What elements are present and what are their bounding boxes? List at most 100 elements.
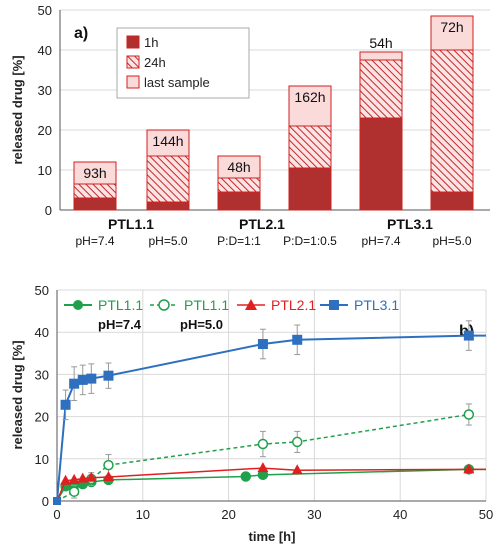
y-tick-label: 30 (38, 83, 52, 98)
bar-sub-label: pH=5.0 (148, 234, 187, 248)
panel-b-x-ticks: 0 10 20 30 40 50 (53, 507, 493, 522)
panel-b: 0 10 20 30 40 50 0 10 20 30 40 50 released drug [%… (10, 283, 493, 544)
legend-swatch-last-sample (126, 75, 140, 89)
y-tick-label: 40 (35, 325, 49, 340)
y-tick-label: 0 (45, 203, 52, 218)
data-point (291, 436, 303, 448)
data-point (257, 462, 269, 473)
y-tick-label: 50 (35, 283, 49, 298)
legend-label-1h: 1h (144, 35, 158, 50)
legend-sub-ph50: pH=5.0 (180, 317, 223, 332)
y-tick-label: 20 (35, 410, 49, 425)
legend-swatch-24h (126, 55, 140, 69)
bar-last-sample-label: 93h (83, 165, 106, 181)
panel-a-bars: 93h 144h 48h 162h 54h 72h (73, 15, 474, 211)
bar-sub-label: pH=5.0 (432, 234, 471, 248)
panel-a-y-ticks: 0 10 20 30 40 50 (38, 3, 52, 218)
panel-a: 0 10 20 30 40 50 released drug [%] a) 93h 144h… (10, 3, 490, 248)
data-point (240, 471, 252, 482)
x-tick-label: 40 (393, 507, 407, 522)
data-point (60, 474, 72, 485)
x-tick-label: 30 (307, 507, 321, 522)
y-tick-label: 10 (38, 163, 52, 178)
x-tick-label: 50 (479, 507, 493, 522)
data-point (68, 473, 80, 484)
series-ptl11-pH74 (53, 464, 486, 505)
panel-b-xlabel: time [h] (249, 529, 296, 544)
bar-1h (73, 197, 117, 211)
data-point (103, 370, 114, 381)
data-point (257, 339, 268, 350)
panel-b-gridlines (57, 289, 487, 501)
data-point (68, 486, 80, 497)
bar-last-sample-label: 162h (294, 89, 325, 105)
y-tick-label: 30 (35, 367, 49, 382)
legend-marker-ptl11-ph74 (73, 300, 83, 310)
panel-b-series (53, 320, 486, 505)
data-point (102, 470, 114, 481)
bar-sub-label: P:D=1:1 (217, 234, 261, 248)
data-point (77, 472, 89, 483)
data-point (103, 459, 114, 471)
series-line (56, 467, 486, 502)
panel-a-tag: a) (74, 25, 88, 42)
group-label: PTL3.1 (387, 216, 433, 232)
legend-label-ptl11-ph50: PTL1.1 (184, 297, 229, 313)
bar-last-sample-label: 54h (369, 35, 392, 51)
panel-b-y-ticks: 0 10 20 30 40 50 (35, 283, 49, 509)
panel-a-group-labels: pH=7.4 pH=5.0 PTL1.1 P:D=1:1 P:D=1:0.5 PTL2.1… (75, 216, 471, 248)
legend-marker-ptl31 (329, 300, 339, 310)
legend-label-24h: 24h (144, 55, 166, 70)
data-point (77, 374, 88, 385)
y-tick-label: 10 (35, 452, 49, 467)
y-tick-label: 0 (42, 494, 49, 509)
bar-24h (430, 49, 474, 211)
bar-last-sample-label: 48h (227, 159, 250, 175)
series-ptl21 (53, 462, 486, 505)
legend-sub-ph74: pH=7.4 (98, 317, 142, 332)
group-label: PTL2.1 (239, 216, 285, 232)
legend-marker-ptl11-ph50 (158, 299, 170, 311)
legend-swatch-1h (126, 35, 140, 49)
series-line (56, 413, 469, 502)
data-point (463, 463, 475, 474)
panel-b-ylabel: released drug [%] (10, 340, 25, 449)
bar-sub-label: P:D=1:0.5 (283, 234, 337, 248)
panel-a-legend: 1h 24h last sample (116, 27, 250, 99)
y-tick-label: 40 (38, 43, 52, 58)
bar-1h (146, 201, 190, 211)
data-point (53, 497, 61, 505)
data-point (257, 438, 269, 450)
y-tick-label: 20 (38, 123, 52, 138)
group-label: PTL1.1 (108, 216, 154, 232)
data-point (85, 471, 97, 482)
bar-1h (217, 191, 261, 211)
y-tick-label: 50 (38, 3, 52, 18)
legend-label-ptl21: PTL2.1 (271, 297, 316, 313)
bar-sub-label: pH=7.4 (361, 234, 400, 248)
data-point (463, 330, 474, 341)
data-point (463, 409, 475, 420)
series-ptl11-pH50 (53, 403, 475, 505)
data-point (69, 378, 80, 389)
legend-marker-ptl21 (245, 299, 257, 310)
series-ptl31 (53, 320, 486, 505)
panel-a-ylabel: released drug [%] (10, 55, 25, 164)
series-line (56, 334, 486, 502)
data-point (292, 334, 303, 345)
bar-1h (288, 167, 332, 211)
data-point (291, 464, 303, 475)
bar-1h (359, 117, 403, 211)
data-point (60, 399, 71, 410)
series-line (56, 468, 486, 502)
data-point (86, 373, 97, 384)
legend-label-last-sample: last sample (144, 75, 210, 90)
bar-last-sample-label: 144h (152, 133, 183, 149)
legend-label-ptl11-ph74: PTL1.1 (98, 297, 143, 313)
panel-b-legend: PTL1.1 pH=7.4 PTL1.1 pH=5.0 PTL2.1 PTL3.… (64, 297, 399, 332)
bar-sub-label: pH=7.4 (75, 234, 114, 248)
bar-last-sample-label: 72h (440, 19, 463, 35)
x-tick-label: 20 (221, 507, 235, 522)
x-tick-label: 10 (136, 507, 150, 522)
